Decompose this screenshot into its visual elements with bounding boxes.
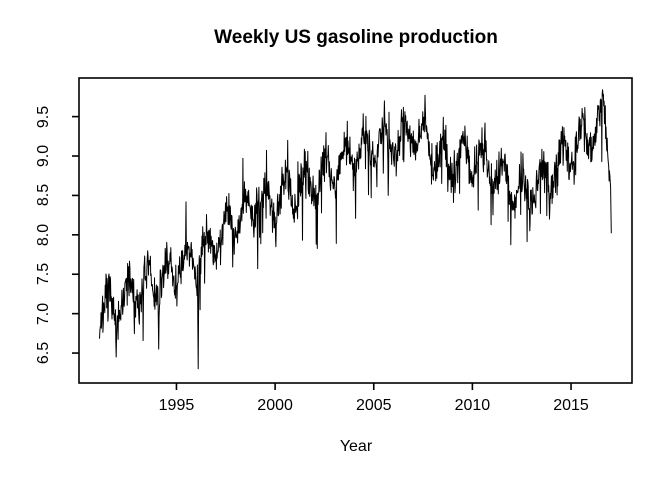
x-tick-label: 2005 [355,397,392,414]
x-tick-label: 2015 [553,397,589,414]
x-tick-label: 2000 [257,397,293,414]
chart-title: Weekly US gasoline production [214,27,498,48]
x-tick-label: 1995 [158,397,195,414]
x-axis-label: Year [339,438,373,455]
x-tick-label: 2010 [454,397,491,414]
y-tick-label: 9.5 [35,105,52,128]
